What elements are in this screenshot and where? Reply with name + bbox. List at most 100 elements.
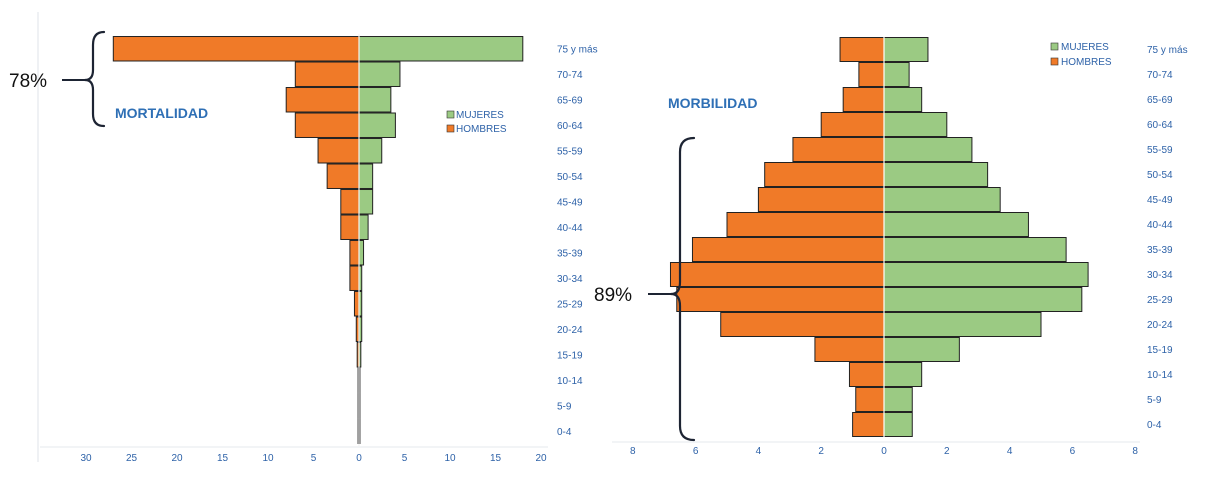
bar-hombres xyxy=(820,112,885,137)
bar-hombres xyxy=(349,265,360,291)
bar-hombres xyxy=(757,187,885,212)
x-tick-label: 2 xyxy=(818,446,824,457)
bar-mujeres xyxy=(883,62,910,87)
bar-mujeres xyxy=(358,189,374,215)
age-group-label: 35-39 xyxy=(557,248,583,259)
bar-mujeres xyxy=(883,337,960,362)
bar-hombres xyxy=(676,287,885,312)
bar-hombres xyxy=(848,362,885,387)
morbilidad-percentage: 89% xyxy=(594,285,632,306)
morbilidad-legend: MUJERES HOMBRES xyxy=(1050,42,1112,68)
bar-mujeres xyxy=(883,212,1029,237)
age-group-label: 50-54 xyxy=(1147,170,1173,181)
x-tick-label: 15 xyxy=(217,453,229,464)
age-group-label: 5-9 xyxy=(557,401,572,412)
bar-mujeres xyxy=(883,412,913,437)
x-tick-label: 4 xyxy=(756,446,762,457)
age-group-label: 65-69 xyxy=(557,95,583,106)
legend-label-mujeres: MUJERES xyxy=(456,110,504,121)
mortalidad-brace xyxy=(83,30,106,128)
bar-mujeres xyxy=(358,112,396,138)
bar-mujeres xyxy=(883,112,948,137)
mortalidad-percentage: 78% xyxy=(9,71,47,92)
bar-mujeres xyxy=(883,162,989,187)
x-tick-label: 2 xyxy=(944,446,950,457)
bar-mujeres xyxy=(883,262,1089,287)
bar-mujeres xyxy=(358,87,392,113)
age-group-label: 45-49 xyxy=(1147,195,1173,206)
age-group-label: 75 y más xyxy=(557,44,598,55)
bar-hombres xyxy=(726,212,885,237)
bar-mujeres xyxy=(358,240,365,266)
x-tick-label: 10 xyxy=(262,453,274,464)
x-tick-label: 15 xyxy=(490,453,502,464)
bar-mujeres xyxy=(358,138,383,164)
bar-hombres xyxy=(317,138,360,164)
age-group-label: 20-24 xyxy=(557,325,583,336)
bar-hombres xyxy=(669,262,885,287)
x-tick-label: 20 xyxy=(535,453,547,464)
bar-hombres xyxy=(764,162,885,187)
legend-swatch-mujeres xyxy=(446,110,455,119)
mortalidad-title: MORTALIDAD xyxy=(115,105,208,121)
x-tick-label: 4 xyxy=(1007,446,1013,457)
bar-hombres xyxy=(691,237,885,262)
x-tick-label: 8 xyxy=(630,446,636,457)
legend-swatch-hombres xyxy=(1050,57,1059,66)
bar-hombres xyxy=(294,112,360,138)
bar-mujeres xyxy=(883,387,913,412)
bar-hombres xyxy=(814,337,885,362)
bar-mujeres xyxy=(883,187,1001,212)
x-tick-label: 5 xyxy=(311,453,317,464)
bar-mujeres xyxy=(883,362,923,387)
age-group-label: 30-34 xyxy=(557,274,583,285)
morbilidad-title: MORBILIDAD xyxy=(668,95,757,111)
x-tick-label: 6 xyxy=(693,446,699,457)
x-tick-label: 25 xyxy=(126,453,138,464)
bar-mujeres xyxy=(358,36,524,62)
bar-mujeres xyxy=(358,214,369,240)
age-group-label: 10-14 xyxy=(1147,370,1173,381)
bar-mujeres xyxy=(883,137,973,162)
bar-hombres xyxy=(340,189,360,215)
age-group-label: 25-29 xyxy=(557,299,583,310)
bar-mujeres xyxy=(358,61,401,87)
age-group-label: 55-59 xyxy=(557,146,583,157)
x-tick-label: 30 xyxy=(80,453,92,464)
x-tick-label: 20 xyxy=(171,453,183,464)
age-group-label: 15-19 xyxy=(1147,345,1173,356)
legend-label-hombres: HOMBRES xyxy=(456,124,507,135)
bar-mujeres xyxy=(358,163,374,189)
age-group-label: 5-9 xyxy=(1147,395,1162,406)
bar-mujeres xyxy=(883,87,923,112)
age-group-label: 45-49 xyxy=(557,197,583,208)
age-group-label: 65-69 xyxy=(1147,95,1173,106)
bar-mujeres xyxy=(883,37,929,62)
legend-label-hombres: HOMBRES xyxy=(1061,57,1112,68)
age-group-label: 10-14 xyxy=(557,376,583,387)
bar-mujeres xyxy=(883,312,1042,337)
bar-mujeres xyxy=(883,237,1067,262)
bar-hombres xyxy=(353,291,360,317)
bar-hombres xyxy=(285,87,360,113)
age-group-label: 50-54 xyxy=(557,172,583,183)
bar-hombres xyxy=(842,87,885,112)
x-tick-label: 6 xyxy=(1070,446,1076,457)
x-tick-label: 8 xyxy=(1132,446,1138,457)
age-group-label: 20-24 xyxy=(1147,320,1173,331)
age-group-label: 40-44 xyxy=(1147,220,1173,231)
bar-hombres xyxy=(340,214,360,240)
x-tick-label: 5 xyxy=(402,453,408,464)
bar-hombres xyxy=(349,240,360,266)
legend-swatch-mujeres xyxy=(1050,42,1059,51)
bar-hombres xyxy=(855,387,885,412)
mortalidad-legend: MUJERES HOMBRES xyxy=(446,110,507,135)
age-group-label: 60-64 xyxy=(557,121,583,132)
age-group-label: 25-29 xyxy=(1147,295,1173,306)
age-group-label: 0-4 xyxy=(557,427,572,438)
bar-hombres xyxy=(792,137,885,162)
bar-hombres xyxy=(839,37,885,62)
x-tick-label: 10 xyxy=(444,453,456,464)
age-group-label: 15-19 xyxy=(557,350,583,361)
